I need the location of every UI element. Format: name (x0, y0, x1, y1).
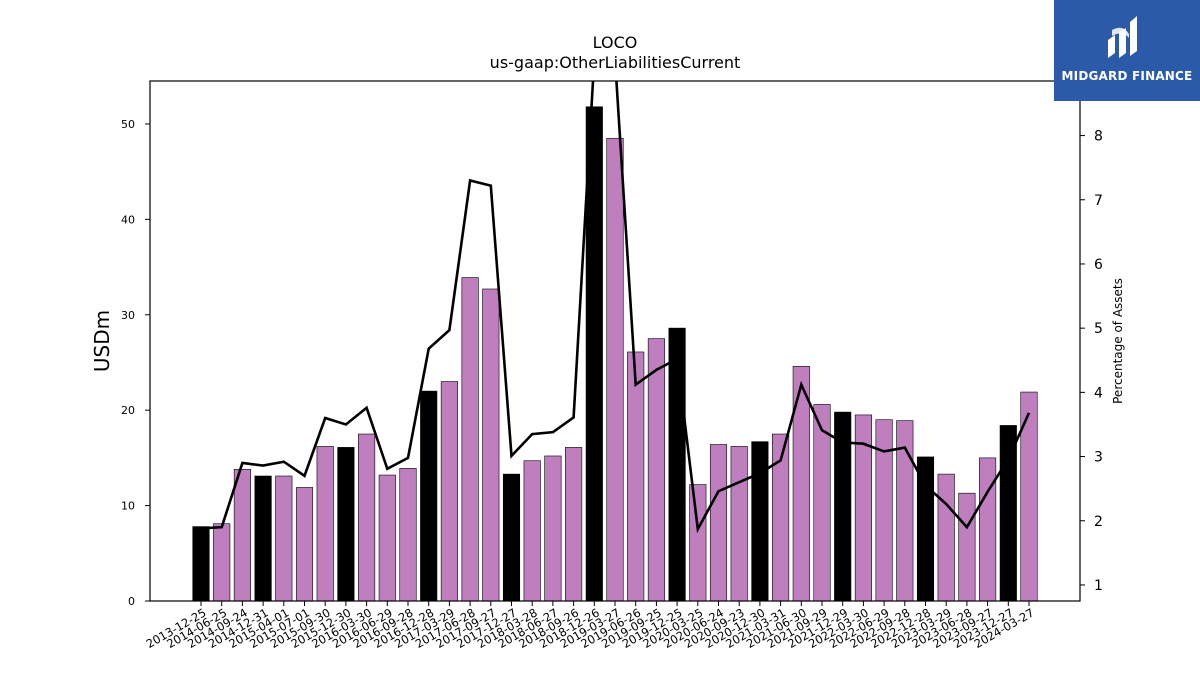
bar-2016-12-28 (420, 390, 438, 602)
bar-2018-06-27 (544, 455, 562, 602)
bar-2022-12-28 (916, 456, 935, 602)
bar-2018-03-28 (523, 460, 541, 602)
bar-2015-12-30 (337, 447, 355, 602)
bar-2020-03-25 (689, 484, 707, 602)
y2-axis-ticks: 1 2 3 4 5 6 7 8 (1080, 129, 1103, 594)
bar-2019-09-25 (647, 338, 665, 602)
y2-axis-label: Percentage of Assets (1111, 278, 1125, 404)
bar-2022-06-29 (875, 419, 893, 602)
y-tick-label: 30 (121, 309, 135, 322)
bar-2023-09-27 (979, 457, 997, 602)
bar-2018-09-26 (565, 447, 583, 602)
y2-tick-label: 1 (1094, 578, 1103, 594)
bar-2023-03-29 (937, 473, 955, 602)
chart-title: LOCO (593, 33, 638, 52)
bar-2014-06-25 (213, 523, 231, 602)
bar-2015-04-01 (275, 475, 293, 602)
percentage-of-assets-line (200, 81, 1031, 534)
bars-layer (192, 106, 1038, 602)
bar-2015-07-01 (295, 487, 314, 602)
bar-2015-09-30 (316, 446, 334, 602)
bar-2023-06-28 (958, 492, 976, 602)
x-axis-ticks: 2013-12-252014-06-252014-09-242014-12-31… (144, 601, 1037, 651)
y2-tick-label: 3 (1094, 450, 1103, 466)
line-layer (200, 81, 1031, 534)
y2-tick-label: 8 (1094, 129, 1103, 145)
bar-2017-03-29 (440, 381, 458, 602)
chart-subtitle: us-gaap:OtherLiabilitiesCurrent (490, 53, 741, 72)
y-axis-label: USDm (90, 310, 114, 372)
y2-tick-label: 5 (1094, 321, 1103, 337)
y2-tick-label: 7 (1094, 193, 1103, 209)
y2-tick-label: 6 (1094, 257, 1103, 273)
bar-2020-06-24 (709, 444, 728, 602)
bar-2014-12-31 (254, 475, 272, 602)
y2-tick-label: 4 (1094, 385, 1103, 401)
bar-2017-09-27 (482, 288, 500, 602)
bar-2023-12-27 (999, 425, 1017, 602)
bar-2016-09-28 (399, 468, 417, 602)
y-tick-label: 0 (128, 595, 135, 608)
y-tick-label: 20 (121, 404, 135, 417)
logo-mark-icon (1108, 16, 1137, 58)
y-tick-label: 40 (121, 213, 135, 226)
logo-text: MIDGARD FINANCE (1061, 69, 1193, 83)
bar-2017-06-28 (461, 277, 479, 602)
brand-logo: MIDGARD FINANCE (1054, 0, 1200, 101)
bar-2019-06-26 (627, 351, 645, 602)
y2-tick-label: 2 (1094, 514, 1103, 530)
bar-2014-09-24 (233, 469, 251, 602)
bar-2016-03-30 (358, 433, 376, 602)
bar-2013-12-25 (192, 526, 210, 602)
bar-2016-06-29 (378, 474, 396, 602)
y-axis-ticks: 0 10 20 30 40 50 (121, 118, 150, 608)
y-tick-label: 10 (121, 500, 135, 513)
bar-2017-12-27 (502, 473, 521, 602)
bar-2020-09-23 (730, 446, 748, 602)
bar-2020-12-30 (751, 441, 769, 602)
bar-2019-03-27 (606, 137, 624, 602)
y-tick-label: 50 (121, 118, 135, 131)
